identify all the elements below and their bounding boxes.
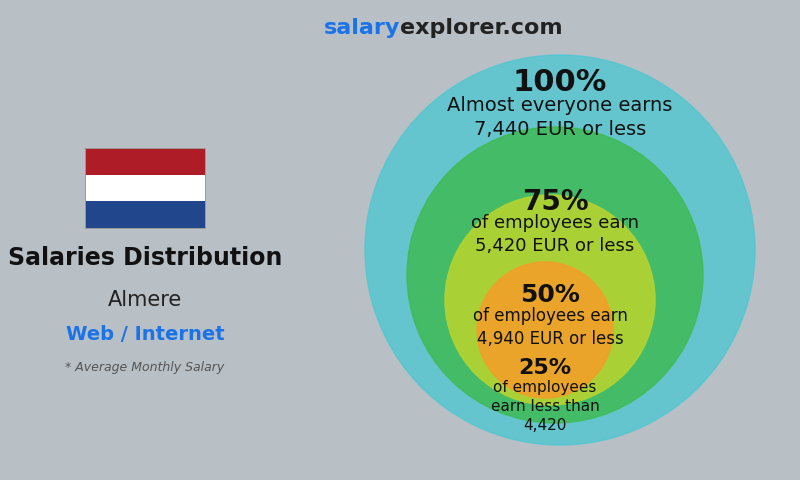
Bar [85, 148, 205, 228]
Text: Almere: Almere [108, 290, 182, 310]
Text: salary: salary [324, 18, 400, 38]
Text: Web / Internet: Web / Internet [66, 325, 224, 345]
Bar [85, 148, 205, 175]
Text: Salaries Distribution: Salaries Distribution [8, 246, 282, 270]
Text: 50%: 50% [520, 283, 580, 307]
Text: of employees earn
4,940 EUR or less: of employees earn 4,940 EUR or less [473, 307, 627, 348]
Text: 25%: 25% [518, 358, 571, 378]
Text: Almost everyone earns
7,440 EUR or less: Almost everyone earns 7,440 EUR or less [447, 96, 673, 139]
Circle shape [365, 55, 755, 445]
Text: explorer.com: explorer.com [400, 18, 562, 38]
Text: of employees earn
5,420 EUR or less: of employees earn 5,420 EUR or less [471, 214, 639, 255]
Text: 100%: 100% [513, 68, 607, 97]
Text: * Average Monthly Salary: * Average Monthly Salary [66, 361, 225, 374]
Bar [85, 201, 205, 228]
Circle shape [477, 262, 613, 398]
Text: of employees
earn less than
4,420: of employees earn less than 4,420 [490, 380, 599, 433]
Circle shape [445, 195, 655, 405]
Text: 75%: 75% [522, 188, 588, 216]
Circle shape [407, 127, 703, 423]
Bar [85, 175, 205, 201]
